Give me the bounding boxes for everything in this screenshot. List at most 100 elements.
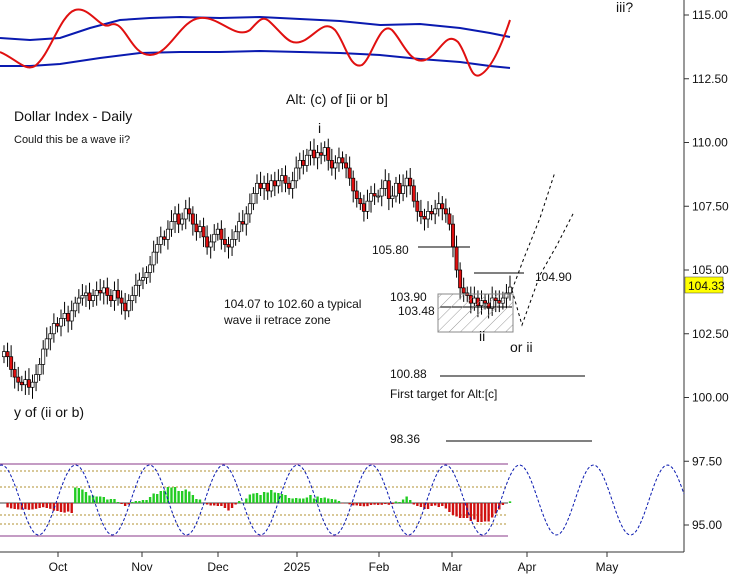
- candle: [376, 189, 381, 203]
- histogram-bar: [273, 492, 277, 503]
- candle: [69, 300, 74, 330]
- candle: [408, 168, 413, 195]
- candle: [265, 173, 270, 200]
- projection-path-1: [511, 171, 556, 291]
- price-axis: 115.00 112.50 110.00 107.50 105.00 102.50 100.…: [683, 0, 729, 552]
- candle: [55, 317, 60, 333]
- candle-body-down: [226, 244, 231, 248]
- histogram-bar: [245, 498, 248, 503]
- y-tick-label: 112.50: [692, 72, 728, 86]
- candle-body-up: [308, 149, 313, 156]
- candle-body-up: [294, 167, 299, 182]
- histogram-bar: [173, 487, 177, 503]
- candle-body-down: [119, 297, 124, 304]
- candle-body-down: [440, 203, 445, 210]
- candle: [440, 196, 445, 221]
- candle: [66, 305, 71, 333]
- lower-indicator-pane: [0, 463, 685, 537]
- histogram-bar: [298, 498, 301, 503]
- histogram-bar: [366, 503, 369, 507]
- level-103-90-label: 103.90: [390, 290, 427, 304]
- candle-body-up: [233, 231, 238, 240]
- histogram-bar: [255, 493, 259, 503]
- candle: [240, 210, 245, 232]
- candle: [386, 173, 391, 211]
- histogram-bar: [70, 503, 73, 513]
- histogram-bar: [437, 503, 440, 507]
- histogram-bar: [380, 503, 383, 505]
- candle: [344, 153, 349, 179]
- candle-body-up: [91, 295, 96, 301]
- candle-body-up: [215, 228, 220, 235]
- retrace-zone: [437, 293, 514, 333]
- oscillator-line: [0, 8, 511, 77]
- candle-body-up: [41, 348, 46, 365]
- histogram-bar: [480, 503, 483, 522]
- histogram-bar: [180, 491, 184, 503]
- histogram-bar: [384, 503, 387, 505]
- candle-body-up: [436, 203, 441, 210]
- histogram-bar: [191, 495, 195, 503]
- histogram-bar: [277, 493, 280, 503]
- wave-iii-label: iii?: [616, 0, 633, 15]
- candle-body-up: [126, 300, 131, 312]
- candle: [12, 361, 17, 389]
- candle-body-up: [383, 180, 388, 189]
- histogram-bar: [369, 503, 373, 505]
- candle-body-down: [287, 182, 292, 189]
- candle-body-up: [44, 338, 49, 350]
- candle-body-up: [2, 351, 6, 358]
- candle-body-up: [101, 287, 106, 294]
- histogram-bar: [205, 503, 209, 505]
- candle-body-up: [151, 251, 156, 266]
- candle-body-down: [418, 211, 423, 217]
- candle-body-up: [155, 244, 160, 253]
- candle-body-up: [144, 272, 149, 278]
- histogram-bar: [373, 503, 376, 505]
- candlestick-series: [2, 138, 512, 399]
- histogram-bar: [102, 497, 105, 503]
- histogram-bar: [91, 495, 95, 503]
- histogram-bar: [216, 503, 220, 506]
- histogram-bar: [56, 503, 59, 511]
- candle: [369, 185, 373, 213]
- candle: [329, 148, 334, 176]
- histogram-bar: [156, 494, 159, 503]
- candle: [230, 229, 235, 256]
- candle-body-down: [87, 292, 92, 301]
- y-tick-label: 115.00: [692, 8, 728, 22]
- candle-body-up: [508, 286, 512, 294]
- candle: [176, 203, 181, 234]
- candle-body-up: [244, 213, 249, 225]
- histogram-bar: [237, 501, 241, 503]
- candle-body-up: [80, 295, 85, 299]
- candle-body-up: [433, 208, 438, 215]
- histogram-bar: [309, 495, 312, 503]
- candle: [233, 225, 238, 246]
- candle-body-up: [48, 333, 53, 340]
- histogram-bar: [262, 492, 266, 503]
- time-axis: Oct Nov Dec 2025 Feb Mar Apr May: [0, 551, 684, 574]
- histogram-bar: [248, 494, 252, 503]
- candle: [165, 220, 170, 250]
- histogram-bar: [34, 503, 38, 509]
- candle: [130, 286, 135, 311]
- candle: [26, 368, 31, 395]
- candle: [351, 170, 356, 203]
- y-tick-label: 107.50: [692, 199, 729, 213]
- retrace-note-line2: wave ii retrace zone: [223, 313, 331, 327]
- candle: [433, 199, 438, 225]
- candle-body-down: [194, 223, 199, 233]
- candle: [80, 284, 85, 306]
- candle: [76, 289, 81, 314]
- histogram-bar: [348, 503, 351, 505]
- candle: [361, 194, 366, 222]
- candle: [443, 198, 448, 223]
- histogram-bar: [20, 503, 24, 510]
- histogram-bar: [141, 500, 145, 503]
- candle-body-up: [315, 152, 320, 159]
- lower-band-line: [0, 49, 511, 69]
- candle: [183, 199, 188, 230]
- histogram-bar: [27, 503, 31, 510]
